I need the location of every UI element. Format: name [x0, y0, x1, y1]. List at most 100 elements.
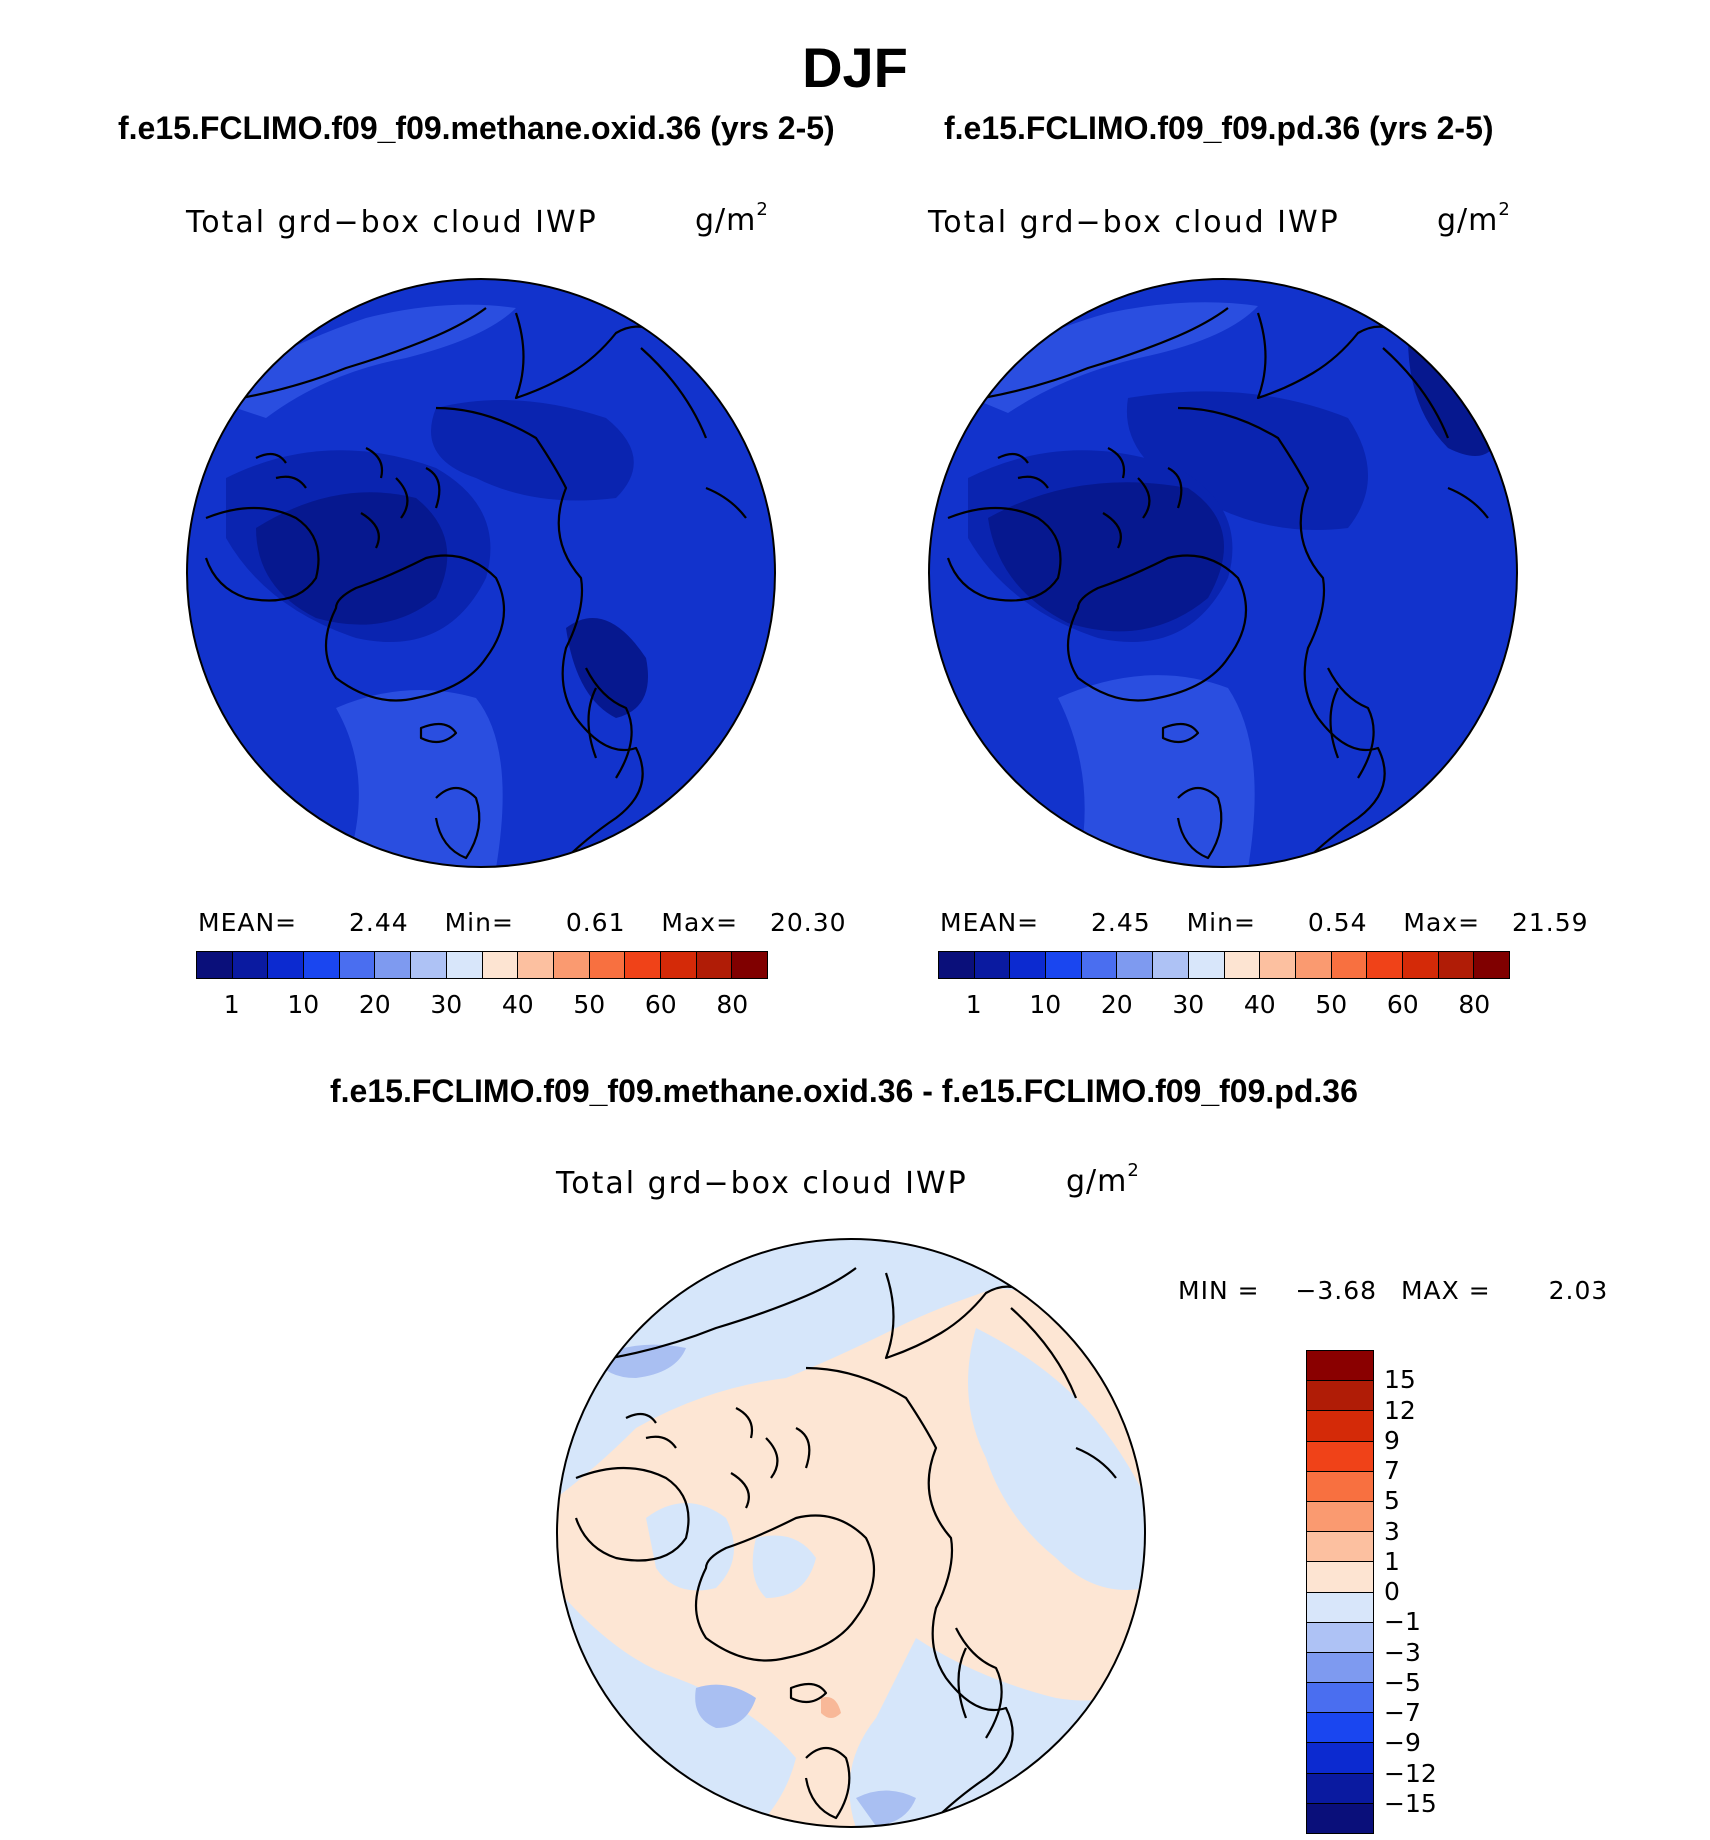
difference-colorbar-swatch	[1307, 1351, 1373, 1382]
panel-2-colorbar-swatch	[1438, 952, 1475, 978]
panel-1-min-value: 0.61	[565, 908, 626, 937]
colorbar-tick-label: 50	[1315, 990, 1348, 1019]
panel-2-colorbar-swatch	[1010, 952, 1047, 978]
panel-2-min-label: Min=	[1186, 908, 1256, 937]
panel-1-colorbar-swatch	[446, 952, 483, 978]
colorbar-tick-label: 1	[223, 990, 240, 1019]
panel-2-case-title: f.e15.FCLIMO.f09_f09.pd.36 (yrs 2-5)	[944, 110, 1494, 146]
panel-1-mean-value: 2.44	[349, 908, 409, 937]
panel-1-colorbar-swatch	[518, 952, 554, 978]
colorbar-tick-label: 10	[1029, 990, 1062, 1019]
difference-colorbar-swatch	[1307, 1652, 1373, 1684]
difference-min-label: MIN =	[1178, 1276, 1260, 1305]
panel-1-stats: MEAN= 2.44 Min= 0.61 Max= 20.30	[198, 908, 847, 937]
panel-1-max-label: Max=	[661, 908, 739, 937]
panel-2-colorbar-swatch	[1153, 952, 1189, 978]
difference-colorbar-swatch	[1307, 1501, 1373, 1533]
panel-1-min-label: Min=	[444, 908, 514, 937]
panel-1-colorbar-ticks: 1 10 20 30 40 50 60 80	[196, 990, 768, 1020]
panel-1-colorbar-swatch	[304, 952, 340, 978]
difference-colorbar-tick-label: 15	[1384, 1365, 1416, 1395]
panel-2-units-label: g/m2	[1437, 199, 1511, 238]
difference-colorbar-swatch	[1307, 1562, 1373, 1593]
colorbar-tick-label: 80	[1458, 990, 1491, 1019]
difference-colorbar-swatch	[1307, 1592, 1373, 1623]
panel-2-colorbar-swatch	[939, 952, 975, 978]
panel-2-max-value: 21.59	[1511, 908, 1589, 937]
panel-2-colorbar-swatch	[1367, 952, 1403, 978]
panel-2-stats: MEAN= 2.45 Min= 0.54 Max= 21.59	[940, 908, 1589, 937]
panel-2-polar-map	[928, 278, 1518, 868]
panel-2-max-label: Max=	[1403, 908, 1481, 937]
colorbar-tick-label: 30	[430, 990, 463, 1019]
difference-colorbar-tick-label: −1	[1384, 1607, 1421, 1637]
panel-1-max-value: 20.30	[769, 908, 847, 937]
panel-1-colorbar	[196, 951, 768, 979]
panel-1-colorbar-swatch	[696, 952, 733, 978]
panel-2-colorbar-swatch	[1117, 952, 1154, 978]
difference-colorbar-tick-label: 12	[1384, 1395, 1416, 1425]
panel-1-colorbar-swatch	[232, 952, 269, 978]
panel-1-colorbar-swatch	[411, 952, 447, 978]
difference-colorbar-swatch	[1307, 1471, 1373, 1502]
difference-stats: MIN = −3.68 MAX = 2.03	[1178, 1276, 1608, 1305]
panel-1-colorbar-swatch	[339, 952, 376, 978]
colorbar-tick-label: 60	[1386, 990, 1419, 1019]
difference-colorbar-swatch	[1307, 1532, 1373, 1563]
difference-colorbar-swatch	[1307, 1803, 1373, 1833]
panel-2-colorbar-swatch	[1331, 952, 1368, 978]
difference-colorbar-tick-label: −12	[1384, 1758, 1437, 1788]
panel-1-colorbar-swatch	[625, 952, 661, 978]
difference-colorbar-tick-label: 0	[1384, 1577, 1400, 1606]
panel-2-colorbar-swatch	[1260, 952, 1296, 978]
panel-1-polar-map	[186, 278, 776, 868]
difference-colorbar-ticks: 15 12 9 7 5 3 1 0 −1 −3 −5 −7 −9 −12 −15	[1384, 1350, 1504, 1834]
panel-1-colorbar-swatch	[482, 952, 519, 978]
difference-colorbar-swatch	[1307, 1411, 1373, 1442]
panel-2-colorbar-swatch	[1188, 952, 1225, 978]
panel-2-colorbar-swatch	[1046, 952, 1082, 978]
difference-colorbar-tick-label: −9	[1384, 1728, 1421, 1758]
difference-colorbar-tick-label: 1	[1384, 1546, 1400, 1576]
panel-2-min-value: 0.54	[1307, 908, 1368, 937]
colorbar-tick-label: 40	[501, 990, 534, 1019]
panel-2-colorbar-swatch	[974, 952, 1011, 978]
difference-colorbar	[1306, 1350, 1374, 1834]
difference-colorbar-tick-label: −15	[1384, 1788, 1437, 1818]
difference-colorbar-swatch	[1307, 1381, 1373, 1412]
difference-colorbar-swatch	[1307, 1743, 1373, 1774]
difference-colorbar-tick-label: −7	[1384, 1698, 1421, 1727]
panel-1-colorbar-swatch	[732, 952, 767, 978]
difference-colorbar-tick-label: 5	[1384, 1486, 1400, 1516]
difference-colorbar-tick-label: 3	[1384, 1516, 1400, 1546]
difference-colorbar-swatch	[1307, 1773, 1373, 1804]
panel-1-case-title: f.e15.FCLIMO.f09_f09.methane.oxid.36 (yr…	[118, 110, 835, 146]
panel-1-mean-label: MEAN=	[198, 908, 298, 937]
panel-2-variable-label: Total grd−box cloud IWP	[928, 205, 1340, 240]
panel-1-colorbar-swatch	[553, 952, 590, 978]
panel-2-colorbar	[938, 951, 1510, 979]
difference-max-label: MAX =	[1400, 1276, 1491, 1305]
colorbar-tick-label: 20	[1100, 990, 1133, 1019]
panel-2-colorbar-swatch	[1081, 952, 1118, 978]
difference-polar-map	[556, 1238, 1146, 1828]
colorbar-tick-label: 50	[573, 990, 606, 1019]
difference-colorbar-swatch	[1307, 1683, 1373, 1714]
panel-1-colorbar-swatch	[375, 952, 412, 978]
panel-1-variable-label: Total grd−box cloud IWP	[186, 205, 598, 240]
panel-1-colorbar-swatch	[197, 952, 233, 978]
difference-colorbar-swatch	[1307, 1622, 1373, 1653]
difference-max-value: 2.03	[1548, 1276, 1609, 1305]
difference-title: f.e15.FCLIMO.f09_f09.methane.oxid.36 - f…	[330, 1073, 1358, 1109]
difference-units-label: g/m2	[1066, 1160, 1140, 1199]
difference-colorbar-tick-label: −3	[1384, 1637, 1421, 1667]
figure-title: DJF	[802, 36, 908, 99]
difference-colorbar-swatch	[1307, 1713, 1373, 1744]
panel-2-colorbar-swatch	[1224, 952, 1261, 978]
panel-2-mean-value: 2.45	[1091, 908, 1151, 937]
difference-colorbar-swatch	[1307, 1441, 1373, 1472]
panel-2-colorbar-swatch	[1474, 952, 1509, 978]
panel-1-colorbar-swatch	[268, 952, 305, 978]
colorbar-tick-label: 80	[716, 990, 749, 1019]
colorbar-tick-label: 30	[1172, 990, 1205, 1019]
